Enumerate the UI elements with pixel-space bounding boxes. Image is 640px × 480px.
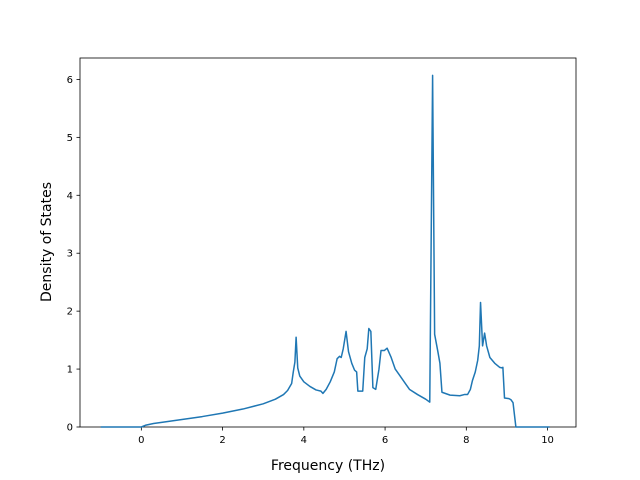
y-tick-label: 4 [67,191,73,202]
x-tick-label: 8 [463,435,469,446]
plot-frame [79,57,577,428]
y-tick-label: 2 [67,307,73,318]
x-tick-label: 2 [219,435,225,446]
line-series [100,74,550,428]
y-tick-label: 5 [67,133,73,144]
y-axis-label: Density of States [39,182,55,302]
x-tick-label: 6 [382,435,388,446]
y-tick-label: 6 [67,75,73,86]
y-tick-label: 1 [67,365,73,376]
y-tick-label: 3 [67,249,73,260]
x-axis-label: Frequency (THz) [271,458,385,474]
x-tick-label: 0 [138,435,144,446]
y-tick-label: 0 [67,423,73,434]
x-tick-label: 4 [301,435,307,446]
x-tick-label: 10 [541,435,554,446]
